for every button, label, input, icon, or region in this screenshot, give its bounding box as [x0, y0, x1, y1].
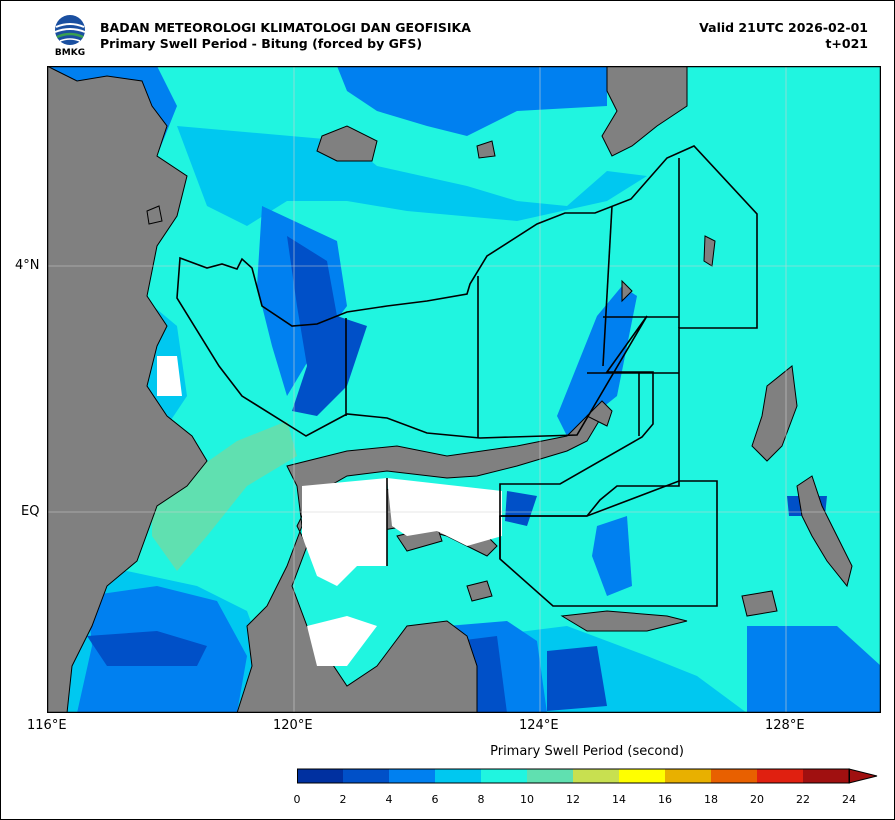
colorbar-tick-label: 16 — [658, 793, 672, 806]
swell-field-2-4 — [287, 236, 367, 416]
colorbar-bin — [711, 769, 757, 783]
swell-field-4-6 — [592, 516, 632, 596]
colorbar-tick-label: 6 — [431, 793, 439, 806]
lat-label-eq: EQ — [21, 504, 40, 519]
zone-divider-6 — [602, 205, 613, 367]
small-island-5 — [146, 205, 163, 225]
swell-field-2-4 — [87, 631, 207, 666]
colorbar-tick-label: 2 — [339, 793, 347, 806]
colorbar-tick-label: 0 — [293, 793, 301, 806]
mindanao-land — [601, 66, 688, 157]
swell-field-4-6 — [337, 66, 607, 136]
colorbar — [297, 768, 878, 784]
swell-field-4-6 — [747, 626, 881, 713]
small-island-4 — [476, 140, 496, 159]
lon-label-128: 128°E — [765, 718, 805, 733]
colorbar-bin — [573, 769, 619, 783]
colorbar-bin — [757, 769, 803, 783]
colorbar-bin — [619, 769, 665, 783]
swell-field-10-12 — [152, 421, 297, 571]
palawan-land — [316, 125, 378, 162]
agency-title: BADAN METEOROLOGI KLIMATOLOGI DAN GEOFIS… — [100, 20, 471, 35]
swell-period-map — [47, 66, 881, 713]
colorbar-tick-label: 10 — [520, 793, 534, 806]
colorbar-bin — [803, 769, 849, 783]
swell-field-6-8 — [177, 126, 647, 226]
small-island-3 — [466, 580, 493, 602]
bmkg-logo: BMKG — [54, 15, 86, 57]
small-island-1 — [621, 279, 633, 303]
swell-field-4-6 — [557, 286, 637, 436]
lead-time: t+021 — [825, 36, 868, 51]
buru-island — [741, 590, 778, 617]
colorbar-bin — [389, 769, 435, 783]
valid-time: Valid 21UTC 2026-02-01 — [699, 20, 868, 35]
lon-label-116: 116°E — [27, 718, 67, 733]
zone-north-sulawesi-sea-west — [176, 145, 758, 517]
colorbar-tick-label: 8 — [477, 793, 485, 806]
colorbar-bin — [481, 769, 527, 783]
colorbar-tick-label: 20 — [750, 793, 764, 806]
map-frame — [47, 66, 881, 713]
swell-field-2-4 — [505, 491, 537, 526]
colorbar-tick-label: 18 — [704, 793, 718, 806]
colorbar-bin — [343, 769, 389, 783]
lat-lon-grid — [47, 66, 881, 713]
colorbar-title: Primary Swell Period (second) — [490, 744, 684, 759]
colorbar-tick-label: 24 — [842, 793, 856, 806]
colorbar-tick-label: 4 — [385, 793, 393, 806]
colorbar-tick-label: 12 — [566, 793, 580, 806]
colorbar-bin — [665, 769, 711, 783]
swell-field-6-8 — [477, 626, 747, 713]
zone-maluku-sea — [499, 480, 718, 607]
sula-islands — [560, 610, 688, 632]
colorbar-bin — [527, 769, 573, 783]
logo-text: BMKG — [55, 48, 85, 57]
moluccas-land — [796, 475, 853, 588]
lon-label-120: 120°E — [273, 718, 313, 733]
colorbar-tick-label: 22 — [796, 793, 810, 806]
borneo-land — [47, 66, 208, 713]
colorbar-bin — [435, 769, 481, 783]
colorbar-outline — [297, 768, 850, 784]
lon-label-124: 124°E — [519, 718, 559, 733]
forecast-zones — [176, 145, 758, 607]
colorbar-extend-arrow — [848, 768, 878, 784]
swell-field-2-4 — [547, 646, 607, 711]
colorbar-tick-label: 14 — [612, 793, 626, 806]
product-title: Primary Swell Period - Bitung (forced by… — [100, 36, 423, 51]
colorbar-bin — [297, 769, 343, 783]
lat-label-4n: 4°N — [15, 258, 40, 273]
sulawesi-north-tip — [586, 400, 613, 427]
